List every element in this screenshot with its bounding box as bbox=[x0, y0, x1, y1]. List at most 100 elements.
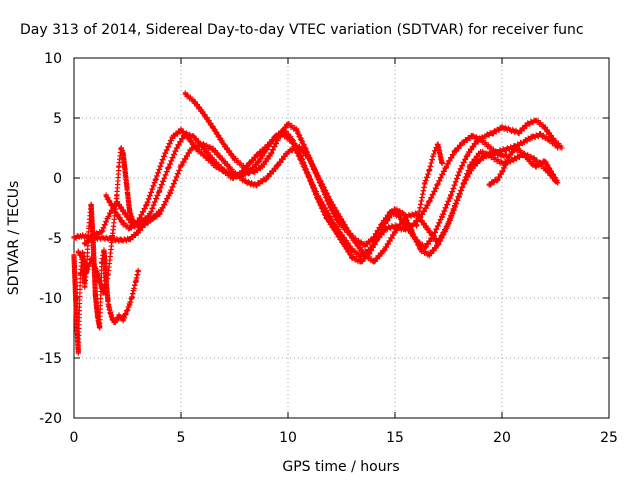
data-point bbox=[512, 146, 518, 152]
data-point bbox=[341, 241, 347, 247]
x-tick-label: 20 bbox=[493, 430, 511, 446]
data-point bbox=[529, 161, 535, 167]
data-point bbox=[221, 158, 227, 164]
data-point bbox=[328, 199, 334, 205]
data-point bbox=[144, 201, 150, 207]
data-point bbox=[379, 221, 385, 227]
data-point bbox=[516, 129, 522, 135]
data-point bbox=[332, 228, 338, 234]
data-point bbox=[114, 193, 120, 199]
data-point bbox=[495, 149, 501, 155]
data-point bbox=[465, 151, 471, 157]
data-point bbox=[92, 265, 98, 271]
data-point bbox=[362, 242, 368, 248]
data-point bbox=[306, 156, 312, 162]
data-point bbox=[542, 125, 548, 131]
data-point bbox=[199, 141, 205, 147]
y-tick-label: -20 bbox=[39, 411, 62, 427]
data-point bbox=[533, 163, 539, 169]
data-point bbox=[131, 223, 137, 229]
data-point bbox=[221, 141, 227, 147]
data-point bbox=[559, 145, 565, 151]
data-point bbox=[495, 176, 501, 182]
data-point bbox=[84, 269, 90, 275]
data-point bbox=[435, 141, 441, 147]
data-point bbox=[94, 313, 101, 319]
data-point bbox=[139, 223, 146, 229]
data-point bbox=[144, 215, 150, 221]
chart-title: Day 313 of 2014, Sidereal Day-to-day VTE… bbox=[20, 22, 584, 38]
data-point bbox=[486, 144, 492, 150]
data-point bbox=[268, 151, 274, 157]
data-point bbox=[403, 213, 409, 219]
data-point bbox=[525, 156, 531, 162]
data-point bbox=[507, 127, 514, 133]
data-point bbox=[109, 233, 116, 239]
data-point bbox=[103, 193, 109, 199]
data-point bbox=[251, 169, 257, 175]
data-point bbox=[101, 235, 107, 241]
data-point bbox=[285, 149, 291, 155]
data-point bbox=[127, 236, 133, 242]
data-point bbox=[542, 158, 548, 164]
data-point bbox=[139, 218, 146, 224]
data-point bbox=[473, 139, 479, 145]
data-point bbox=[120, 221, 126, 227]
data-point bbox=[105, 271, 111, 277]
data-point bbox=[99, 259, 105, 265]
data-point bbox=[107, 309, 113, 315]
data-point bbox=[456, 169, 462, 175]
data-point bbox=[114, 199, 120, 205]
x-tick-label: 5 bbox=[177, 430, 186, 446]
data-point bbox=[317, 177, 323, 183]
data-point bbox=[537, 132, 544, 138]
data-point bbox=[413, 237, 419, 243]
data-point bbox=[289, 137, 295, 143]
data-point bbox=[306, 175, 312, 181]
data-point bbox=[86, 223, 92, 229]
data-point bbox=[79, 254, 86, 260]
data-point bbox=[418, 247, 424, 253]
data-point bbox=[246, 161, 253, 167]
data-point bbox=[157, 187, 163, 193]
data-point bbox=[127, 301, 133, 307]
data-point bbox=[129, 295, 135, 301]
data-point bbox=[174, 145, 180, 151]
data-point bbox=[550, 173, 556, 179]
data-point bbox=[191, 98, 197, 104]
data-point bbox=[445, 221, 452, 227]
data-point bbox=[490, 129, 497, 135]
data-point bbox=[478, 149, 484, 155]
data-point bbox=[264, 146, 270, 152]
data-point bbox=[392, 223, 398, 229]
data-point bbox=[178, 127, 184, 133]
data-point bbox=[169, 134, 176, 140]
data-point bbox=[510, 157, 516, 163]
data-point bbox=[396, 213, 402, 219]
data-point bbox=[212, 163, 218, 169]
data-point bbox=[456, 193, 462, 199]
data-point bbox=[77, 233, 84, 239]
data-point bbox=[75, 349, 81, 355]
series-9 bbox=[486, 145, 561, 188]
data-point bbox=[276, 133, 283, 139]
series-8 bbox=[413, 141, 445, 229]
data-point bbox=[101, 290, 107, 296]
data-point bbox=[274, 163, 280, 169]
data-point bbox=[189, 145, 195, 151]
data-point bbox=[182, 91, 188, 97]
y-axis-label: SDTVAR / TECUs bbox=[6, 181, 22, 296]
data-point bbox=[516, 147, 522, 153]
data-point bbox=[426, 252, 432, 258]
data-point bbox=[82, 283, 88, 289]
data-point bbox=[191, 134, 197, 140]
data-point bbox=[92, 231, 98, 237]
data-point bbox=[127, 225, 133, 231]
data-point bbox=[392, 229, 398, 235]
data-point bbox=[88, 235, 94, 241]
y-tick-label: 5 bbox=[53, 111, 62, 127]
data-point bbox=[97, 325, 103, 331]
data-point bbox=[73, 307, 79, 313]
data-point bbox=[122, 170, 128, 176]
